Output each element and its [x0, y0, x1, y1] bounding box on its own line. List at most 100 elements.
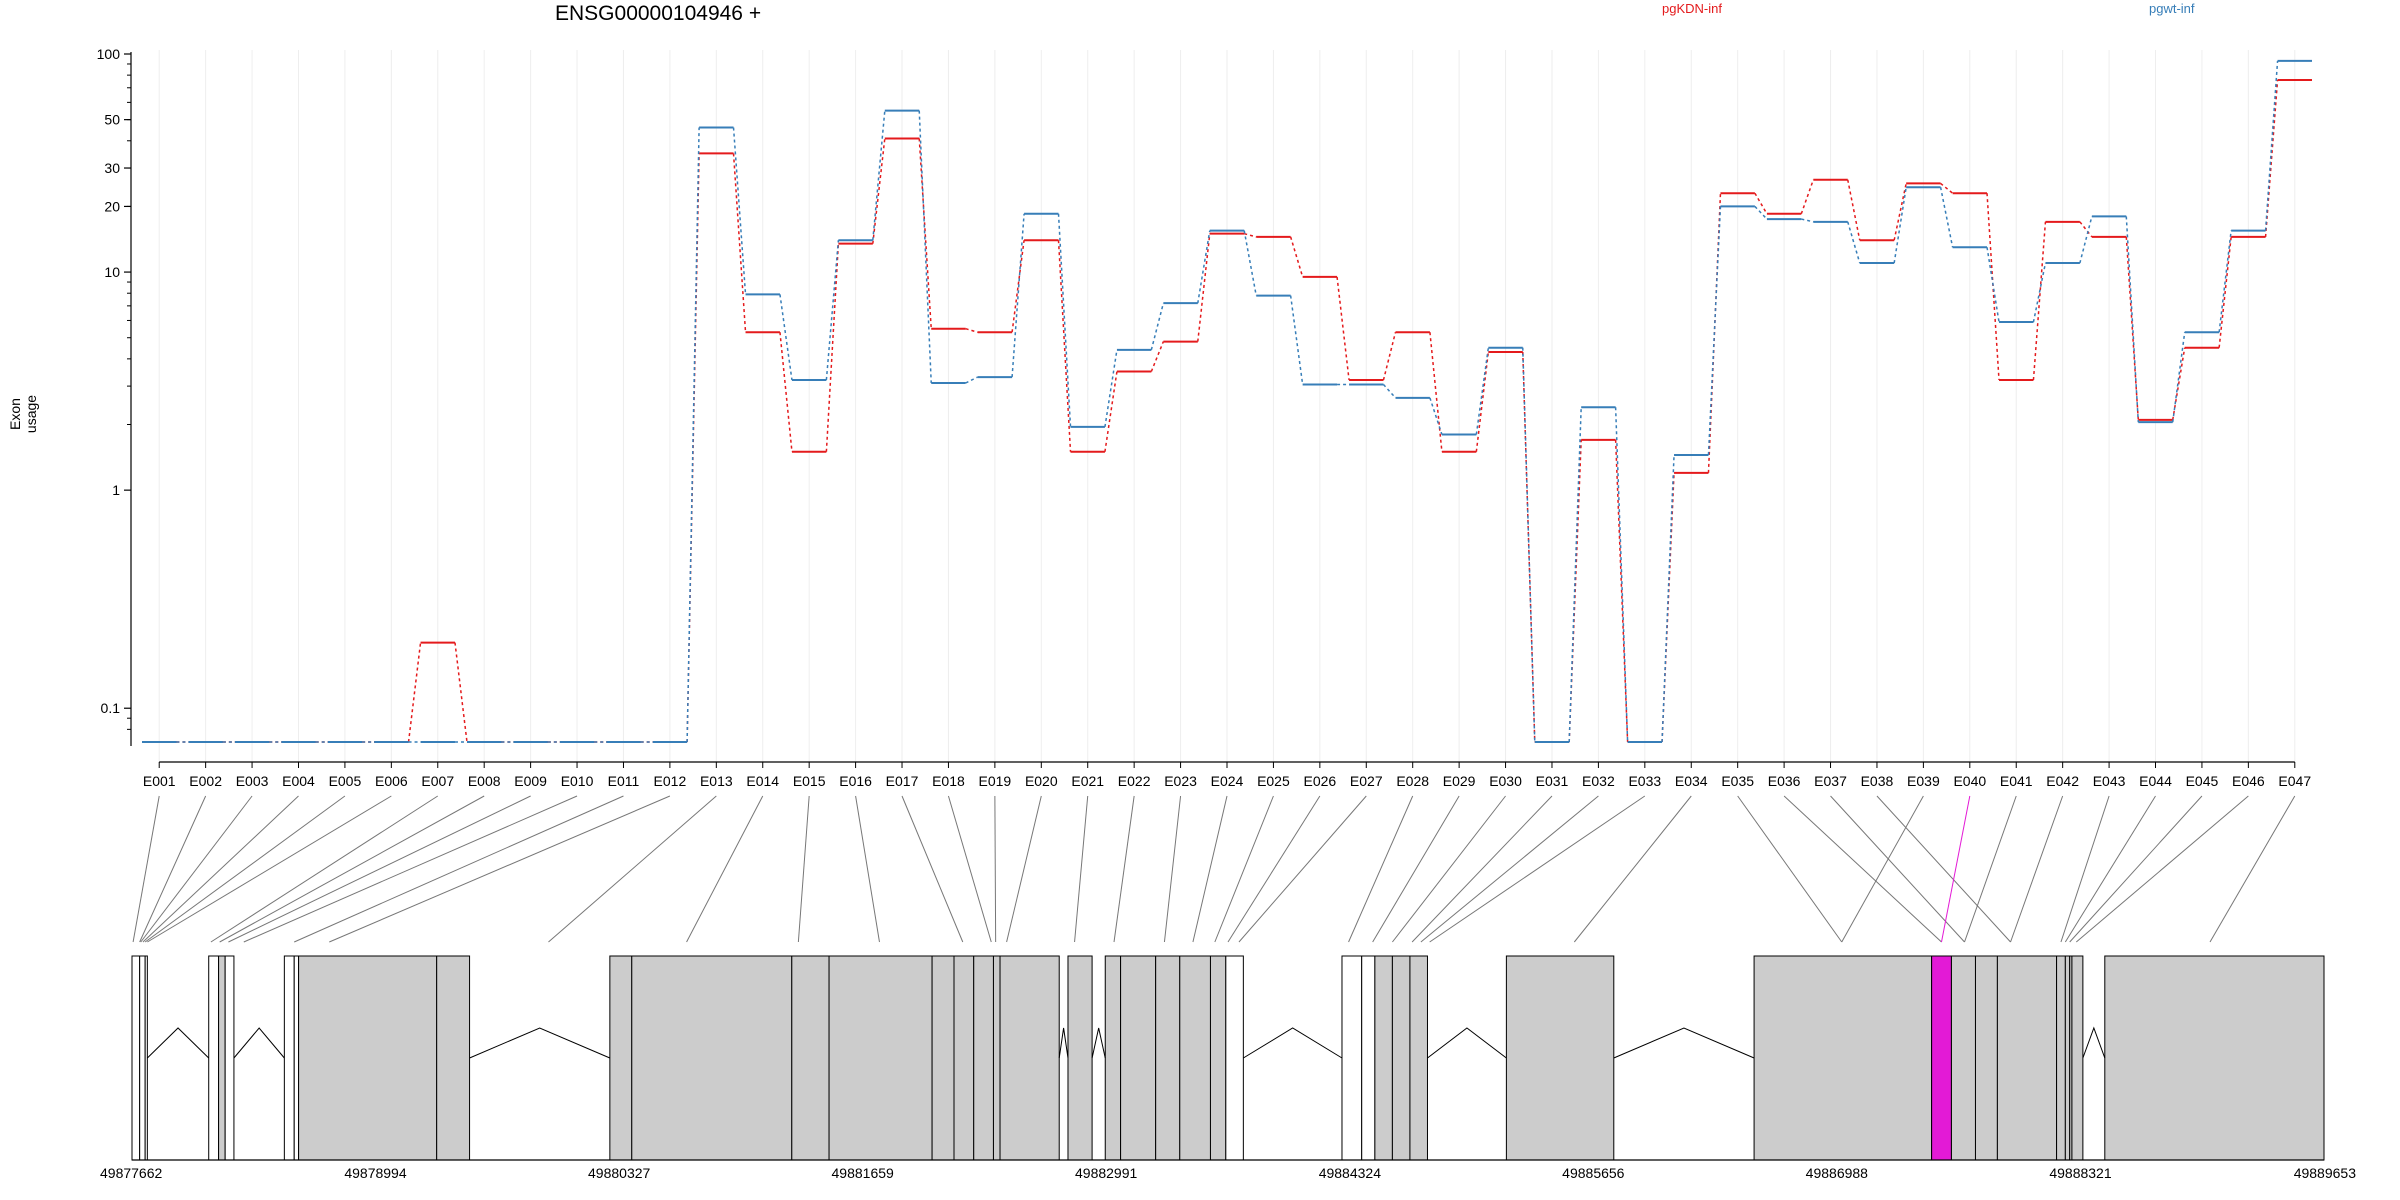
exon-box — [1341, 955, 1363, 1161]
x-tick-label: E036 — [1768, 773, 1801, 789]
legend-entry-wt: pgwt-inf — [2149, 1, 2195, 16]
x-tick-label: E020 — [1025, 773, 1058, 789]
x-tick-label: E003 — [236, 773, 269, 789]
series-wt — [142, 59, 2312, 743]
series-connector — [1336, 276, 1350, 381]
x-tick-label: E030 — [1489, 773, 1522, 789]
intron-line — [469, 1027, 611, 1059]
exon-box — [298, 955, 438, 1161]
series-connector — [918, 110, 932, 384]
x-tick-label: E013 — [700, 773, 733, 789]
x-tick-label: E027 — [1350, 773, 1383, 789]
series-connector — [2079, 221, 2093, 238]
exon-box — [1155, 955, 1181, 1161]
series-connector — [2218, 230, 2232, 333]
x-tick-label: E005 — [329, 773, 362, 789]
series-connector — [1057, 240, 1072, 452]
y-tick-label: 10 — [104, 264, 120, 280]
x-tick-label: E016 — [839, 773, 872, 789]
series-connector — [1011, 213, 1025, 378]
series-connector — [779, 294, 793, 381]
x-tick-label: E040 — [1953, 773, 1986, 789]
legend-entry-kdn: pgKDN-inf — [1662, 1, 1722, 16]
exon-connector — [855, 795, 880, 943]
series-connector — [1289, 295, 1304, 385]
exon-connector — [994, 795, 997, 943]
genomic-tick-label: 49886988 — [1806, 1165, 1869, 1181]
genomic-tick-label: 49877662 — [100, 1165, 163, 1181]
x-tick-label: E024 — [1211, 773, 1244, 789]
exon-box — [992, 955, 1001, 1161]
genomic-tick-label: 49878994 — [344, 1165, 407, 1181]
exon-connector — [1227, 795, 1321, 943]
exon-connector — [1737, 795, 1843, 943]
series-connector — [2032, 262, 2047, 323]
x-tick-label: E026 — [1303, 773, 1336, 789]
exon-box — [218, 955, 226, 1161]
series-connector — [1661, 454, 1675, 743]
intron-line — [1427, 1027, 1507, 1059]
exon-box — [1361, 955, 1376, 1161]
series-connector — [1847, 179, 1861, 241]
y-tick-label: 50 — [104, 112, 120, 128]
exon-box — [1374, 955, 1393, 1161]
exon-box — [1950, 955, 1976, 1161]
series-connector — [1475, 351, 1490, 452]
exon-connector — [1163, 795, 1182, 943]
series-connector — [2125, 216, 2140, 423]
exon-box — [1120, 955, 1157, 1161]
x-tick-label: E032 — [1582, 773, 1615, 789]
series-connector — [1847, 221, 1861, 264]
exon-connector — [142, 795, 299, 943]
x-tick-label: E015 — [793, 773, 826, 789]
exon-box — [1225, 955, 1244, 1161]
exon-box — [1179, 955, 1211, 1161]
series-connector — [2218, 236, 2232, 348]
exon-connector — [548, 795, 717, 943]
x-tick-label: E038 — [1861, 773, 1894, 789]
series-connector — [1522, 351, 1536, 743]
x-tick-label: E011 — [608, 773, 640, 789]
exon-box — [1391, 955, 1411, 1161]
exon-connector — [1783, 795, 1942, 943]
exon-connector — [1192, 795, 1228, 943]
series-connector — [1801, 218, 1814, 223]
x-tick-label: E017 — [886, 773, 919, 789]
exon-connector — [1876, 795, 2011, 943]
series-connector — [732, 127, 747, 295]
series-connector — [1986, 247, 2000, 323]
series-connector — [1939, 187, 1954, 248]
exon-connector — [1964, 795, 2017, 943]
genomic-tick-label: 49880327 — [588, 1165, 651, 1181]
intron-line — [146, 1027, 210, 1059]
x-tick-label: E028 — [1396, 773, 1429, 789]
series-connector — [1197, 233, 1211, 342]
exon-connector — [139, 795, 207, 943]
series-connector — [825, 243, 840, 452]
x-tick-label: E018 — [932, 773, 965, 789]
x-tick-label: E043 — [2093, 773, 2126, 789]
y-tick-label: 1 — [112, 482, 120, 498]
x-tick-label: E044 — [2139, 773, 2172, 789]
intron-line — [1243, 1027, 1343, 1059]
exon-connector — [2064, 795, 2156, 943]
series-connector — [1754, 205, 1768, 220]
series-connector — [1382, 384, 1397, 399]
series-connector — [1150, 302, 1165, 351]
exon-connector — [2010, 795, 2064, 943]
exon-box — [953, 955, 975, 1161]
x-tick-label: E004 — [282, 773, 315, 789]
x-tick-label: E045 — [2186, 773, 2219, 789]
x-tick-label: E039 — [1907, 773, 1940, 789]
x-tick-label: E046 — [2232, 773, 2265, 789]
x-tick-label: E009 — [514, 773, 547, 789]
x-tick-label: E031 — [1536, 773, 1569, 789]
x-tick-label: E034 — [1675, 773, 1708, 789]
x-tick-label: E022 — [1118, 773, 1151, 789]
exon-box — [609, 955, 633, 1161]
series-connector — [2264, 79, 2279, 237]
exon-connector — [1238, 795, 1367, 943]
exon-box — [1067, 955, 1093, 1161]
